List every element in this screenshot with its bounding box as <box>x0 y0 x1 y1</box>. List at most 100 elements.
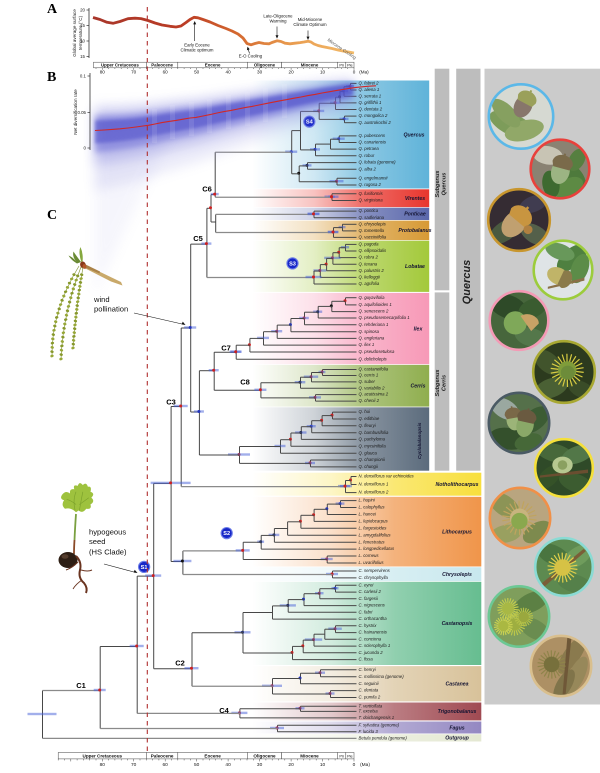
svg-text:C. fissa: C. fissa <box>359 657 374 662</box>
svg-text:T. doichangensis 1: T. doichangensis 1 <box>359 715 395 720</box>
svg-text:15: 15 <box>80 54 85 59</box>
svg-text:Q. glauca: Q. glauca <box>359 450 378 455</box>
svg-text:30: 30 <box>257 762 263 768</box>
svg-text:Q. championii: Q. championii <box>359 457 386 462</box>
svg-text:Q. agrifolia: Q. agrifolia <box>359 281 380 286</box>
svg-text:C. orthacantha: C. orthacantha <box>359 616 388 621</box>
svg-text:Subgenus: Subgenus <box>435 170 441 197</box>
svg-text:30: 30 <box>257 70 263 75</box>
svg-text:Q. kelloggii: Q. kelloggii <box>359 275 381 280</box>
svg-text:Q. aquifolioides 1: Q. aquifolioides 1 <box>359 302 393 307</box>
svg-text:Q. bambusifolia: Q. bambusifolia <box>359 430 389 435</box>
svg-text:Pli: Pli <box>339 754 343 759</box>
svg-text:Castanopsis: Castanopsis <box>442 621 473 627</box>
svg-text:C. eyrei: C. eyrei <box>359 582 375 587</box>
svg-text:20: 20 <box>288 762 294 768</box>
svg-text:L. fenestratus: L. fenestratus <box>359 539 386 544</box>
svg-text:Q. ellipsoidalis: Q. ellipsoidalis <box>359 248 388 253</box>
svg-text:Lobatae: Lobatae <box>405 264 425 270</box>
svg-text:C. seguinii: C. seguinii <box>359 681 380 686</box>
svg-text:(Ma): (Ma) <box>359 70 369 75</box>
svg-text:F. sylvatica (genome): F. sylvatica (genome) <box>359 722 400 727</box>
svg-text:C. jucunda 2: C. jucunda 2 <box>359 650 384 655</box>
svg-text:50: 50 <box>194 762 200 768</box>
svg-text:Q. virginiana: Q. virginiana <box>359 198 384 203</box>
svg-text:temperature (°C): temperature (°C) <box>78 15 83 50</box>
svg-text:Ponticae: Ponticae <box>404 212 426 218</box>
svg-text:Q. acutissima 2: Q. acutissima 2 <box>359 392 389 397</box>
svg-text:Q. canariensis: Q. canariensis <box>359 140 387 145</box>
svg-text:C5: C5 <box>193 234 203 243</box>
svg-text:L. hancei: L. hancei <box>359 512 377 517</box>
svg-text:Betula pendula (genome): Betula pendula (genome) <box>359 736 408 741</box>
svg-text:(Ma): (Ma) <box>360 762 370 768</box>
svg-text:Early Eocene: Early Eocene <box>184 43 210 48</box>
svg-text:80: 80 <box>100 70 106 75</box>
svg-text:Q. tomentella: Q. tomentella <box>359 228 385 233</box>
svg-text:Q. myrsinifolia: Q. myrsinifolia <box>359 443 387 448</box>
svg-text:Q. austrokochii 2: Q. austrokochii 2 <box>359 120 392 125</box>
svg-text:Q. engelmannii: Q. engelmannii <box>359 175 389 180</box>
svg-text:Q. pseudosemecarpifolia 1: Q. pseudosemecarpifolia 1 <box>359 315 411 320</box>
svg-text:Quercus: Quercus <box>403 132 424 138</box>
svg-text:Warming: Warming <box>269 19 287 24</box>
svg-text:C. nigrescens: C. nigrescens <box>359 603 386 608</box>
svg-text:60: 60 <box>163 762 169 768</box>
svg-text:C. henryi: C. henryi <box>359 667 377 672</box>
svg-text:Climate Optimum: Climate Optimum <box>293 22 327 27</box>
svg-text:Q. dentata 2: Q. dentata 2 <box>359 107 383 112</box>
svg-text:L. fargesioides: L. fargesioides <box>359 525 388 530</box>
svg-text:Virentes: Virentes <box>405 196 425 202</box>
svg-text:C8: C8 <box>240 378 250 387</box>
svg-text:20: 20 <box>80 8 85 13</box>
svg-text:50: 50 <box>194 70 200 75</box>
svg-text:Q. cerris 1: Q. cerris 1 <box>359 373 379 378</box>
svg-text:Outgroup: Outgroup <box>445 736 469 742</box>
svg-text:0: 0 <box>84 146 87 151</box>
svg-text:Q. pontica: Q. pontica <box>359 208 379 213</box>
svg-text:Oligocene: Oligocene <box>254 63 276 68</box>
svg-text:Q. robur: Q. robur <box>359 153 375 158</box>
svg-text:Q. edithiae: Q. edithiae <box>359 416 380 421</box>
svg-text:Q. spinosa: Q. spinosa <box>359 329 380 334</box>
svg-text:S3: S3 <box>289 261 296 267</box>
svg-text:Eocene: Eocene <box>205 63 221 68</box>
svg-text:C6: C6 <box>202 185 212 194</box>
svg-text:Q. palustris 2: Q. palustris 2 <box>359 268 385 273</box>
svg-text:L. longpedicellatus: L. longpedicellatus <box>359 546 395 551</box>
svg-text:Mid-Miocene: Mid-Miocene <box>298 17 323 22</box>
svg-text:C. sempervirens: C. sempervirens <box>359 568 391 573</box>
svg-text:N. densiflorus var echinoides: N. densiflorus var echinoides <box>359 474 415 479</box>
svg-text:C. dentata: C. dentata <box>359 688 379 693</box>
svg-text:(HS Clade): (HS Clade) <box>89 548 127 557</box>
svg-text:C. mollissima (genome): C. mollissima (genome) <box>359 674 405 679</box>
svg-text:Q. pubescens: Q. pubescens <box>359 133 386 138</box>
svg-text:Protobalanus: Protobalanus <box>398 228 431 234</box>
svg-text:Oligocene: Oligocene <box>253 754 276 759</box>
svg-text:Q. alba 2: Q. alba 2 <box>359 166 377 171</box>
svg-text:F. lucida 3: F. lucida 3 <box>359 729 379 734</box>
svg-text:B: B <box>47 70 56 85</box>
svg-text:Castanea: Castanea <box>445 682 468 688</box>
svg-text:80: 80 <box>100 762 106 768</box>
svg-text:Upper Cretaceous: Upper Cretaceous <box>101 63 139 68</box>
svg-text:hypogeous: hypogeous <box>89 528 126 537</box>
svg-text:Q. rehderiana 1: Q. rehderiana 1 <box>359 322 389 327</box>
svg-text:60: 60 <box>163 70 169 75</box>
svg-text:C. hystrix: C. hystrix <box>359 623 378 628</box>
svg-text:Fagus: Fagus <box>449 725 464 731</box>
svg-text:Q. senescens 2: Q. senescens 2 <box>359 309 389 314</box>
svg-text:0.05: 0.05 <box>77 110 86 115</box>
svg-text:Q. pagoda: Q. pagoda <box>359 242 380 247</box>
svg-text:L. hupini: L. hupini <box>359 498 376 503</box>
svg-text:70: 70 <box>131 762 137 768</box>
svg-text:10: 10 <box>80 39 85 44</box>
svg-text:Cerris: Cerris <box>441 375 447 391</box>
svg-text:Q. dolicholepis: Q. dolicholepis <box>359 356 388 361</box>
svg-text:L. lepidocarpus: L. lepidocarpus <box>359 519 389 524</box>
svg-text:C. carlesii 2: C. carlesii 2 <box>359 589 382 594</box>
svg-text:Quercus: Quercus <box>441 173 447 196</box>
svg-text:Pli: Pli <box>339 62 343 67</box>
svg-text:Notholithocarpus: Notholithocarpus <box>436 482 479 488</box>
svg-text:N. densiflorus 2: N. densiflorus 2 <box>359 490 389 495</box>
